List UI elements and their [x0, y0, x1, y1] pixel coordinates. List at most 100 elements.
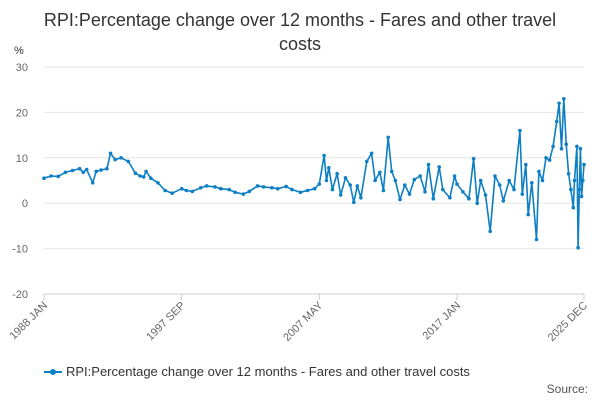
- data-point[interactable]: [423, 190, 427, 194]
- data-point[interactable]: [276, 186, 280, 191]
- data-point[interactable]: [284, 184, 288, 189]
- data-point[interactable]: [518, 128, 522, 133]
- data-point[interactable]: [471, 156, 476, 161]
- data-point[interactable]: [564, 142, 568, 146]
- data-point[interactable]: [70, 168, 75, 173]
- data-point[interactable]: [452, 174, 457, 178]
- data-point[interactable]: [581, 178, 585, 183]
- data-point[interactable]: [559, 146, 564, 151]
- data-point[interactable]: [576, 245, 580, 250]
- data-point[interactable]: [547, 158, 552, 162]
- data-point[interactable]: [441, 187, 445, 192]
- data-point[interactable]: [170, 191, 174, 195]
- data-point[interactable]: [184, 188, 189, 193]
- data-point[interactable]: [298, 190, 303, 195]
- data-point[interactable]: [575, 144, 579, 149]
- data-point[interactable]: [381, 188, 386, 193]
- data-point[interactable]: [412, 177, 417, 182]
- data-point[interactable]: [352, 200, 356, 205]
- data-point[interactable]: [179, 186, 184, 191]
- data-point[interactable]: [270, 186, 274, 190]
- data-point[interactable]: [133, 171, 138, 175]
- data-point[interactable]: [544, 156, 548, 160]
- data-point[interactable]: [213, 185, 217, 189]
- data-point[interactable]: [56, 174, 60, 179]
- data-point[interactable]: [219, 186, 223, 191]
- data-point[interactable]: [431, 196, 436, 201]
- data-point[interactable]: [554, 119, 559, 124]
- data-point[interactable]: [255, 184, 260, 188]
- data-point[interactable]: [571, 205, 576, 210]
- data-point[interactable]: [512, 187, 516, 192]
- data-point[interactable]: [569, 187, 573, 192]
- data-point[interactable]: [81, 170, 85, 175]
- data-point[interactable]: [540, 178, 545, 183]
- data-point[interactable]: [577, 187, 582, 192]
- data-point[interactable]: [343, 176, 348, 180]
- data-point[interactable]: [386, 135, 391, 140]
- data-point[interactable]: [562, 97, 566, 101]
- legend[interactable]: RPI:Percentage change over 12 months - F…: [44, 364, 470, 379]
- data-point[interactable]: [42, 176, 46, 180]
- data-point[interactable]: [99, 168, 103, 172]
- data-point[interactable]: [520, 192, 525, 196]
- data-point[interactable]: [317, 182, 322, 186]
- data-point[interactable]: [488, 229, 493, 234]
- data-point[interactable]: [437, 165, 442, 169]
- data-point[interactable]: [455, 182, 459, 186]
- data-point[interactable]: [144, 169, 148, 174]
- data-point[interactable]: [537, 169, 541, 174]
- data-point[interactable]: [501, 199, 506, 203]
- data-point[interactable]: [335, 171, 339, 176]
- data-point[interactable]: [393, 178, 398, 183]
- data-point[interactable]: [63, 170, 68, 175]
- data-point[interactable]: [461, 190, 465, 194]
- data-point[interactable]: [126, 159, 131, 164]
- data-point[interactable]: [478, 178, 483, 183]
- data-point[interactable]: [426, 162, 431, 167]
- data-point[interactable]: [108, 151, 113, 156]
- data-point[interactable]: [138, 174, 142, 178]
- data-point[interactable]: [579, 194, 584, 199]
- data-point[interactable]: [119, 156, 123, 160]
- data-point[interactable]: [359, 196, 363, 200]
- data-point[interactable]: [49, 174, 53, 178]
- data-point[interactable]: [105, 166, 109, 171]
- data-point[interactable]: [582, 162, 586, 167]
- data-point[interactable]: [373, 178, 377, 183]
- data-point[interactable]: [327, 166, 331, 170]
- data-point[interactable]: [572, 178, 577, 183]
- data-point[interactable]: [578, 146, 583, 151]
- data-point[interactable]: [389, 169, 394, 174]
- data-point[interactable]: [84, 167, 89, 172]
- data-point[interactable]: [507, 178, 512, 183]
- data-point[interactable]: [312, 186, 317, 191]
- data-point[interactable]: [190, 189, 195, 194]
- data-point[interactable]: [497, 183, 502, 187]
- data-point[interactable]: [227, 187, 231, 192]
- data-point[interactable]: [403, 183, 407, 187]
- data-point[interactable]: [247, 189, 252, 194]
- data-point[interactable]: [90, 181, 95, 185]
- data-point[interactable]: [198, 186, 203, 190]
- data-point[interactable]: [233, 190, 237, 195]
- data-point[interactable]: [475, 201, 480, 205]
- data-point[interactable]: [204, 184, 209, 188]
- data-point[interactable]: [149, 176, 153, 180]
- data-point[interactable]: [407, 192, 412, 196]
- data-point[interactable]: [261, 185, 266, 189]
- data-point[interactable]: [348, 183, 353, 187]
- data-point[interactable]: [365, 159, 369, 164]
- data-point[interactable]: [290, 187, 294, 192]
- data-point[interactable]: [483, 193, 488, 197]
- data-point[interactable]: [534, 237, 539, 242]
- data-point[interactable]: [493, 174, 497, 178]
- data-point[interactable]: [530, 181, 534, 185]
- data-point[interactable]: [322, 153, 326, 158]
- data-point[interactable]: [330, 187, 335, 192]
- data-point[interactable]: [156, 181, 160, 185]
- data-point[interactable]: [163, 188, 167, 193]
- data-point[interactable]: [418, 174, 423, 178]
- data-point[interactable]: [113, 157, 117, 162]
- data-point[interactable]: [557, 101, 561, 106]
